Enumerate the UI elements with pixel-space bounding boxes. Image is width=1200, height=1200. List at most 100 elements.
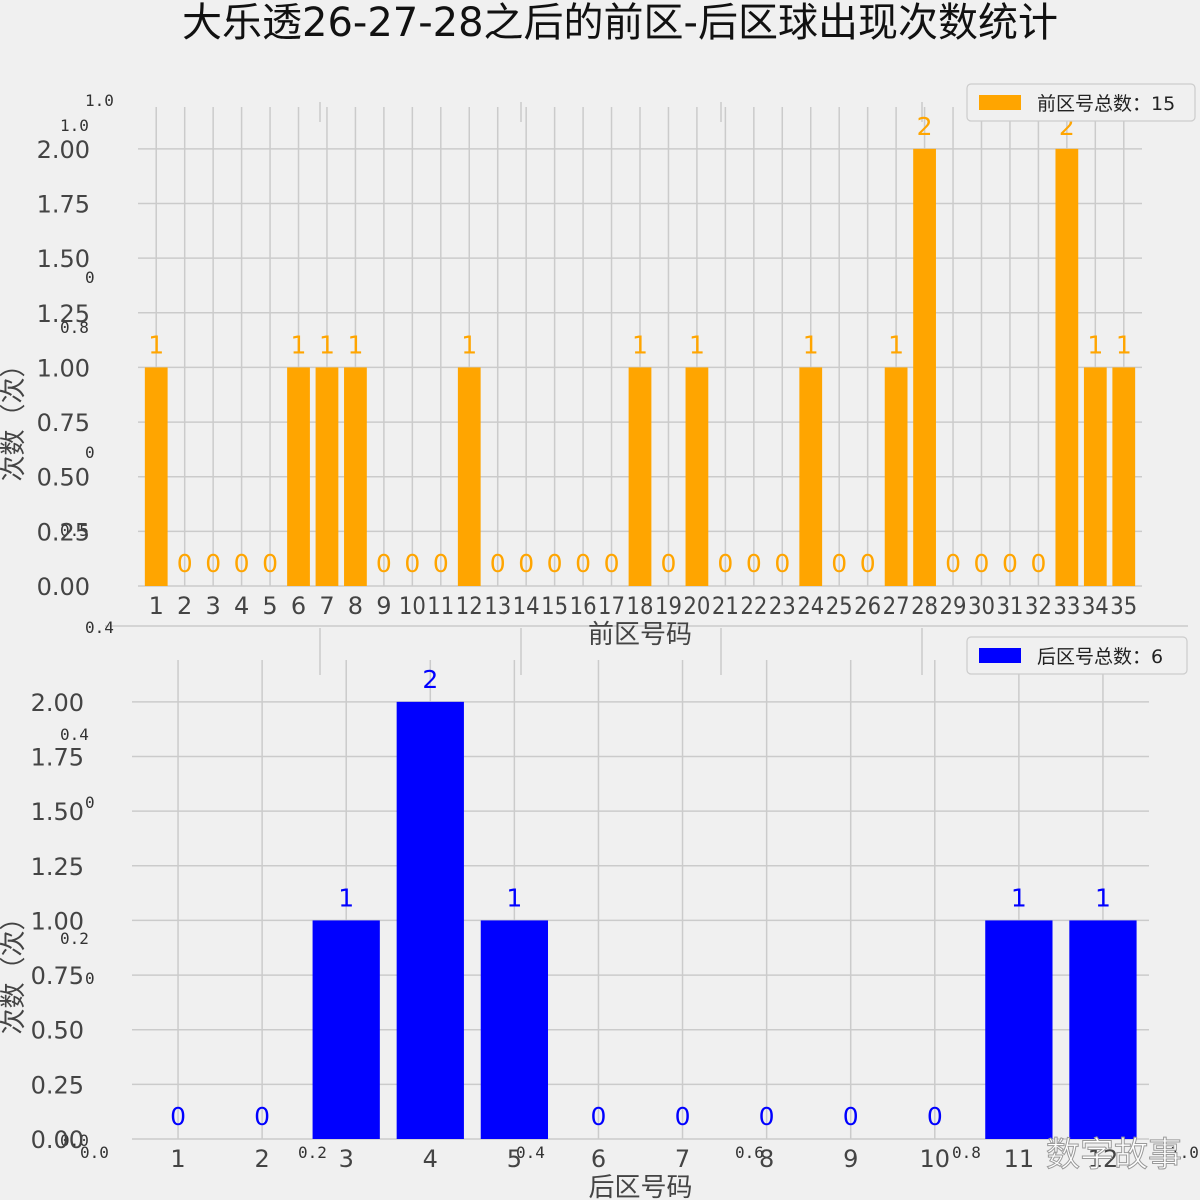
bar — [457, 367, 481, 586]
bar — [396, 701, 464, 1139]
x-tick-label: 3 — [206, 592, 221, 620]
bar-data-label: 0 — [945, 549, 961, 578]
legend-box — [966, 636, 1188, 675]
x-tick-label: 5 — [507, 1145, 522, 1173]
background-tick-label: 1.0 — [60, 116, 89, 135]
background-tick-label: 0.2 — [298, 1143, 327, 1162]
x-tick-label: 12 — [456, 592, 483, 620]
bar-data-label: 0 — [759, 1102, 775, 1131]
bar-data-label: 0 — [843, 1102, 859, 1131]
background-tick-label: 0 — [85, 443, 95, 462]
watermark-text: 数字故事 — [1046, 1135, 1182, 1175]
y-tick-label: 1.25 — [31, 853, 84, 881]
y-tick-label: 1.50 — [31, 798, 84, 826]
x-tick-label: 10 — [920, 1145, 951, 1173]
bar-data-label: 0 — [234, 549, 250, 578]
bar-data-label: 0 — [177, 549, 193, 578]
x-tick-label: 2 — [177, 592, 192, 620]
bar — [480, 920, 549, 1139]
background-tick-label: 0.2 — [60, 929, 89, 948]
bar-data-label: 0 — [205, 549, 221, 578]
x-tick-label: 6 — [291, 592, 306, 620]
x-tick-label: 34 — [1082, 592, 1109, 620]
x-tick-label: 4 — [234, 592, 249, 620]
y-tick-label: 0.25 — [31, 1071, 84, 1099]
x-tick-label: 10 — [399, 592, 426, 620]
bar-data-label: 1 — [689, 330, 705, 359]
bar-data-label: 0 — [860, 549, 876, 578]
bar — [884, 367, 908, 586]
bar — [799, 367, 823, 586]
bar-data-label: 1 — [888, 330, 904, 359]
bar-data-label: 2 — [422, 665, 438, 694]
background-tick-label: 0.5 — [60, 521, 89, 540]
figure-title: 大乐透26-27-28之后的前区-后区球出现次数统计 — [182, 0, 1058, 46]
y-tick-label: 1.00 — [37, 354, 90, 382]
bar — [985, 920, 1053, 1139]
bar — [1069, 920, 1137, 1139]
bar-data-label: 0 — [661, 549, 677, 578]
bar-data-label: 0 — [974, 549, 990, 578]
x-tick-label: 5 — [262, 592, 277, 620]
bar-data-label: 0 — [717, 549, 733, 578]
legend-label: 前区号总数：15 — [1037, 93, 1175, 115]
bar-data-label: 1 — [1116, 330, 1132, 359]
bar-data-label: 0 — [376, 549, 392, 578]
background-tick-label: 1.0 — [85, 91, 114, 110]
background-tick-label: 0.6 — [735, 1143, 764, 1162]
bar-data-label: 0 — [547, 549, 563, 578]
x-tick-label: 15 — [541, 592, 568, 620]
bar-data-label: 0 — [433, 549, 449, 578]
x-tick-label: 17 — [598, 592, 625, 620]
background-tick-label: 0.4 — [85, 618, 114, 637]
x-tick-label: 11 — [427, 592, 454, 620]
x-tick-label: 28 — [911, 592, 938, 620]
bar — [144, 367, 168, 586]
bar-data-label: 1 — [506, 883, 522, 912]
background-tick-label: 0.0 — [80, 1143, 109, 1162]
x-tick-label: 9 — [843, 1145, 858, 1173]
x-tick-label: 8 — [759, 1145, 774, 1173]
x-tick-label: 29 — [940, 592, 967, 620]
bar-data-label: 0 — [490, 549, 506, 578]
x-tick-label: 3 — [339, 1145, 354, 1173]
bar-data-label: 1 — [338, 883, 354, 912]
back-zone-plot: 0.000.250.500.751.001.251.501.752.001 2 3 4… — [0, 636, 1188, 1200]
background-tick-label: 0.8 — [60, 318, 89, 337]
bar — [685, 367, 709, 586]
y-axis-label: 次数（次） — [0, 904, 29, 1034]
x-tick-label: 2 — [254, 1145, 269, 1173]
x-tick-label: 8 — [348, 592, 363, 620]
y-tick-label: 0.75 — [31, 962, 84, 990]
bar — [312, 920, 380, 1139]
bar-data-label: 2 — [917, 112, 933, 141]
x-tick-label: 1 — [149, 592, 164, 620]
x-tick-label: 12 — [1088, 1145, 1119, 1173]
y-tick-label: 2.00 — [31, 689, 84, 717]
bar-data-label: 0 — [604, 549, 620, 578]
x-tick-label: 35 — [1110, 592, 1137, 620]
front-zone-plot: 0.000.250.500.751.001.251.501.752.001 2 3 4… — [0, 83, 1196, 650]
bar-data-label: 1 — [1087, 330, 1103, 359]
bar — [344, 367, 367, 586]
y-tick-label: 0.25 — [37, 518, 90, 546]
x-tick-label: 16 — [570, 592, 597, 620]
bar-data-label: 0 — [262, 549, 278, 578]
bar — [913, 148, 936, 586]
bar-data-label: 1 — [319, 330, 335, 359]
x-tick-label: 19 — [655, 592, 682, 620]
y-tick-label: 0.00 — [37, 573, 90, 601]
bar-data-label: 0 — [1030, 549, 1046, 578]
y-tick-label: 0.75 — [37, 409, 90, 437]
x-axis-label: 前区号码 — [588, 620, 692, 650]
bar-data-label: 0 — [404, 549, 420, 578]
y-tick-label: 1.50 — [37, 245, 90, 273]
y-tick-label: 2.00 — [37, 136, 90, 164]
bar-data-label: 1 — [291, 330, 307, 359]
bar-data-label: 0 — [746, 549, 762, 578]
bar-data-label: 1 — [1011, 883, 1027, 912]
x-tick-label: 14 — [513, 592, 540, 620]
x-tick-label: 25 — [826, 592, 853, 620]
x-tick-label: 24 — [797, 592, 824, 620]
